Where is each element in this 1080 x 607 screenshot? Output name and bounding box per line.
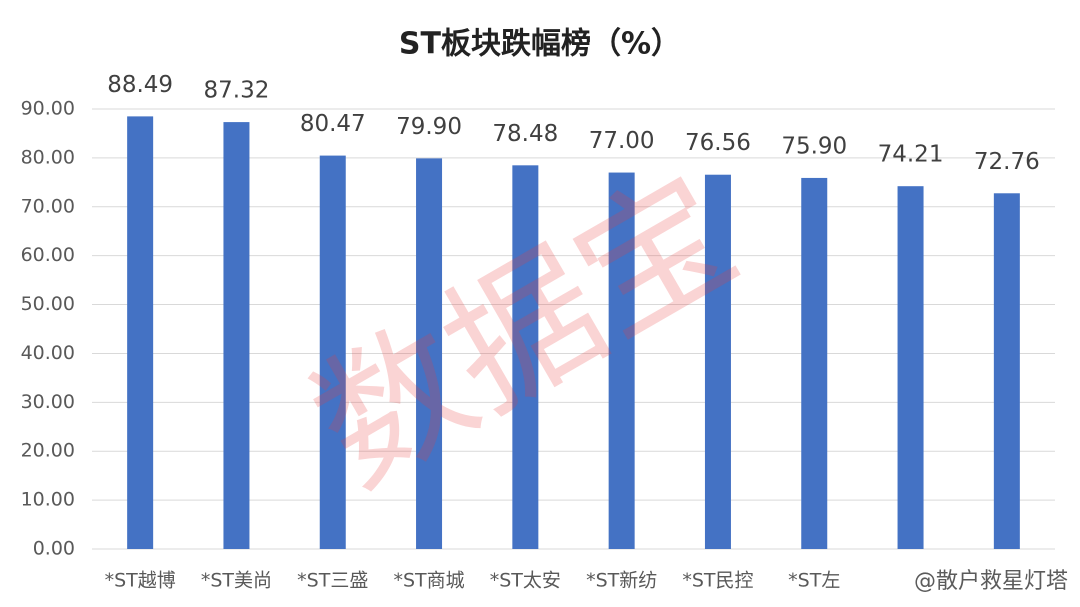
x-tick-label: *ST民控 <box>682 570 753 592</box>
value-label: 72.76 <box>974 149 1040 175</box>
bar <box>608 172 635 550</box>
x-tick-label: *ST三盛 <box>297 570 368 592</box>
x-tick-label: *ST商城 <box>393 570 464 592</box>
y-tick-label: 10.00 <box>21 489 75 511</box>
value-label: 87.32 <box>204 78 270 104</box>
value-label: 74.21 <box>878 142 944 168</box>
value-label: 76.56 <box>685 130 751 156</box>
bar <box>512 165 539 549</box>
y-tick-label: 50.00 <box>21 293 75 315</box>
x-tick-label: *ST新纺 <box>586 570 657 592</box>
y-tick-label: 70.00 <box>21 195 75 217</box>
value-label: 75.90 <box>781 133 847 159</box>
bar <box>801 177 828 549</box>
bar <box>223 122 250 549</box>
x-tick-label: *ST越博 <box>105 570 176 592</box>
value-label: 88.49 <box>107 72 173 98</box>
value-label: 80.47 <box>300 111 366 137</box>
bar <box>416 158 443 549</box>
y-tick-label: 20.00 <box>21 440 75 462</box>
bar <box>319 155 346 549</box>
y-tick-label: 60.00 <box>21 244 75 266</box>
y-tick-label: 90.00 <box>21 98 75 120</box>
x-tick-label: *ST左 <box>788 570 840 592</box>
bar <box>704 174 731 549</box>
bar <box>993 193 1020 550</box>
bar <box>897 186 924 549</box>
y-tick-label: 30.00 <box>21 391 75 413</box>
x-tick-label: *ST美尚 <box>201 570 272 592</box>
value-label: 77.00 <box>589 128 655 154</box>
y-tick-label: 80.00 <box>21 146 75 168</box>
value-label: 79.90 <box>396 114 462 140</box>
y-tick-label: 40.00 <box>21 342 75 364</box>
chart-title: ST板块跌幅榜（%） <box>399 27 681 62</box>
value-label: 78.48 <box>492 121 558 147</box>
x-tick-label: *ST太安 <box>490 570 561 592</box>
bar <box>127 116 154 549</box>
y-tick-label: 0.00 <box>33 538 75 560</box>
credit: @散户救星灯塔 <box>914 569 1068 594</box>
